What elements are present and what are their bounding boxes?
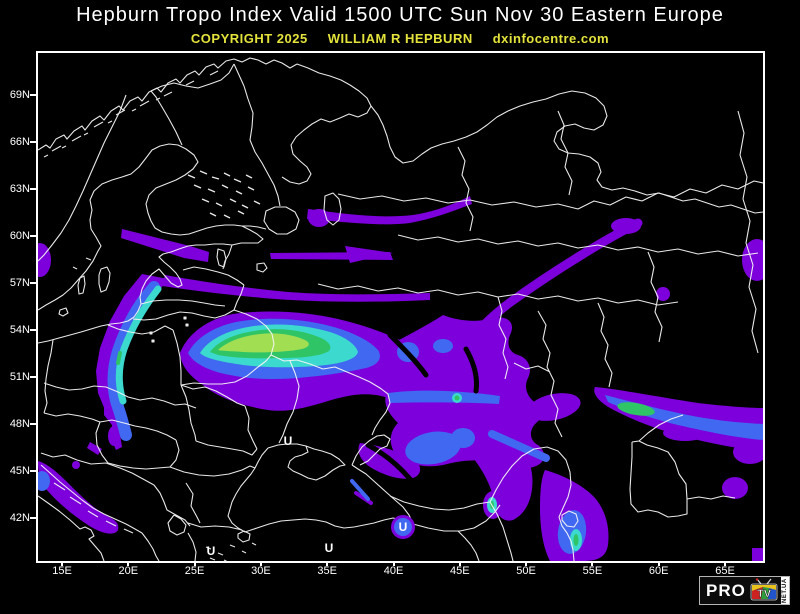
dnieper-river	[278, 360, 300, 444]
baltics-borders	[107, 244, 245, 335]
kola-coast	[281, 63, 372, 185]
lon-label: 15E	[52, 565, 72, 577]
lat-tick	[30, 141, 37, 143]
lat-label: 63N	[9, 183, 30, 195]
lat-label: 45N	[9, 465, 30, 477]
protv-net-label: NET.UA	[780, 577, 789, 604]
lat-label: 48N	[9, 418, 30, 430]
belarus-borders	[180, 309, 275, 386]
norway-sweden-border	[38, 94, 127, 262]
map-borders	[38, 57, 763, 561]
tropo-blobs-yellowgreen	[218, 333, 309, 353]
greece-aegean	[187, 530, 257, 561]
lat-tick	[30, 470, 37, 472]
u-markers: U U U U	[207, 434, 415, 558]
adriatic-coast	[40, 464, 160, 561]
finland-lakes	[187, 170, 261, 219]
u-marker: U	[284, 434, 293, 448]
copyright-line: COPYRIGHT 2025 WILLIAM R HEPBURN dxinfocen…	[0, 31, 800, 46]
lon-label: 30E	[251, 565, 271, 577]
lon-tick	[193, 561, 196, 566]
site-link[interactable]: dxinfocentre.com	[492, 31, 610, 46]
lat-tick	[30, 188, 37, 190]
black-sea-coast	[227, 434, 414, 533]
poland-borders	[43, 329, 197, 414]
lat-label: 54N	[9, 324, 30, 336]
romania-borders	[169, 384, 258, 477]
lakes	[216, 192, 342, 273]
lon-label: 45E	[450, 565, 470, 577]
lon-tick	[127, 561, 130, 566]
ukraine-russia-border	[270, 354, 391, 436]
lon-label: 65E	[715, 565, 735, 577]
tropo-map: U U U U	[38, 57, 763, 561]
lon-label: 20E	[118, 565, 139, 577]
lat-label: 51N	[9, 371, 30, 383]
lat-label: 69N	[9, 89, 30, 101]
baltic-coast	[38, 143, 264, 344]
lat-tick	[30, 235, 37, 237]
tropo-black-gaps	[365, 332, 479, 502]
lat-tick	[30, 94, 37, 96]
lon-tick	[392, 561, 395, 566]
lat-tick	[30, 517, 37, 519]
kazakh-uzbek-borders	[629, 414, 736, 518]
lon-tick	[458, 561, 461, 566]
u-marker: U	[325, 541, 334, 555]
baltic-islands	[58, 257, 111, 317]
lon-label: 40E	[383, 565, 404, 577]
city-dot	[185, 323, 189, 327]
lon-tick	[259, 561, 262, 566]
central-europe-borders	[43, 412, 180, 470]
tv-icon-text: TV	[757, 588, 772, 600]
lon-tick	[724, 561, 726, 566]
u-marker-disc	[394, 518, 412, 536]
city-dot	[149, 331, 153, 335]
oblast-borders-1	[337, 180, 763, 210]
lat-label: 66N	[9, 136, 30, 148]
sweden-finland-border	[150, 63, 245, 146]
italy-coast	[38, 495, 105, 561]
protv-logo[interactable]: PRO TV NET.UA	[699, 576, 790, 605]
city-dot	[183, 316, 187, 320]
caucasus-borders	[389, 495, 501, 561]
u-marker: U	[399, 520, 408, 534]
u-marker: U	[207, 544, 216, 558]
lat-tick	[30, 329, 37, 331]
page-title: Hepburn Tropo Index Valid 1500 UTC Sun N…	[76, 4, 724, 26]
copyright-text: COPYRIGHT 2025	[190, 31, 308, 46]
oblast-borders-2	[397, 234, 759, 257]
lon-label: 60E	[648, 565, 669, 577]
volga-lines	[513, 310, 563, 438]
lon-tick	[61, 561, 63, 566]
lon-label: 50E	[516, 565, 536, 577]
lat-label: 60N	[9, 230, 30, 242]
balkan-borders	[40, 452, 243, 536]
lat-tick	[30, 423, 37, 425]
lon-tick	[525, 561, 528, 566]
lon-tick	[326, 561, 329, 566]
lon-label: 25E	[184, 565, 205, 577]
city-dot	[151, 339, 155, 343]
lat-label: 57N	[9, 277, 30, 289]
lon-tick	[591, 561, 594, 566]
lon-tick	[657, 561, 660, 566]
finland-russia-border	[242, 85, 281, 230]
tv-icon: TV	[750, 578, 778, 601]
fjord-marks	[43, 70, 219, 158]
lon-label: 55E	[582, 565, 603, 577]
caspian-coast	[489, 446, 579, 561]
lon-label: 35E	[317, 565, 337, 577]
protv-logo-text: PRO	[706, 580, 746, 600]
lat-label: 42N	[9, 512, 30, 524]
author-text: WILLIAM R HEPBURN	[327, 31, 473, 46]
map-frame: U U U U	[36, 51, 765, 563]
oblast-borders-5	[647, 110, 759, 354]
crimea-coast	[267, 443, 346, 481]
lat-tick	[30, 376, 37, 378]
lat-tick	[30, 282, 37, 284]
norway-coast	[38, 57, 298, 151]
oblast-borders-4	[457, 110, 613, 388]
